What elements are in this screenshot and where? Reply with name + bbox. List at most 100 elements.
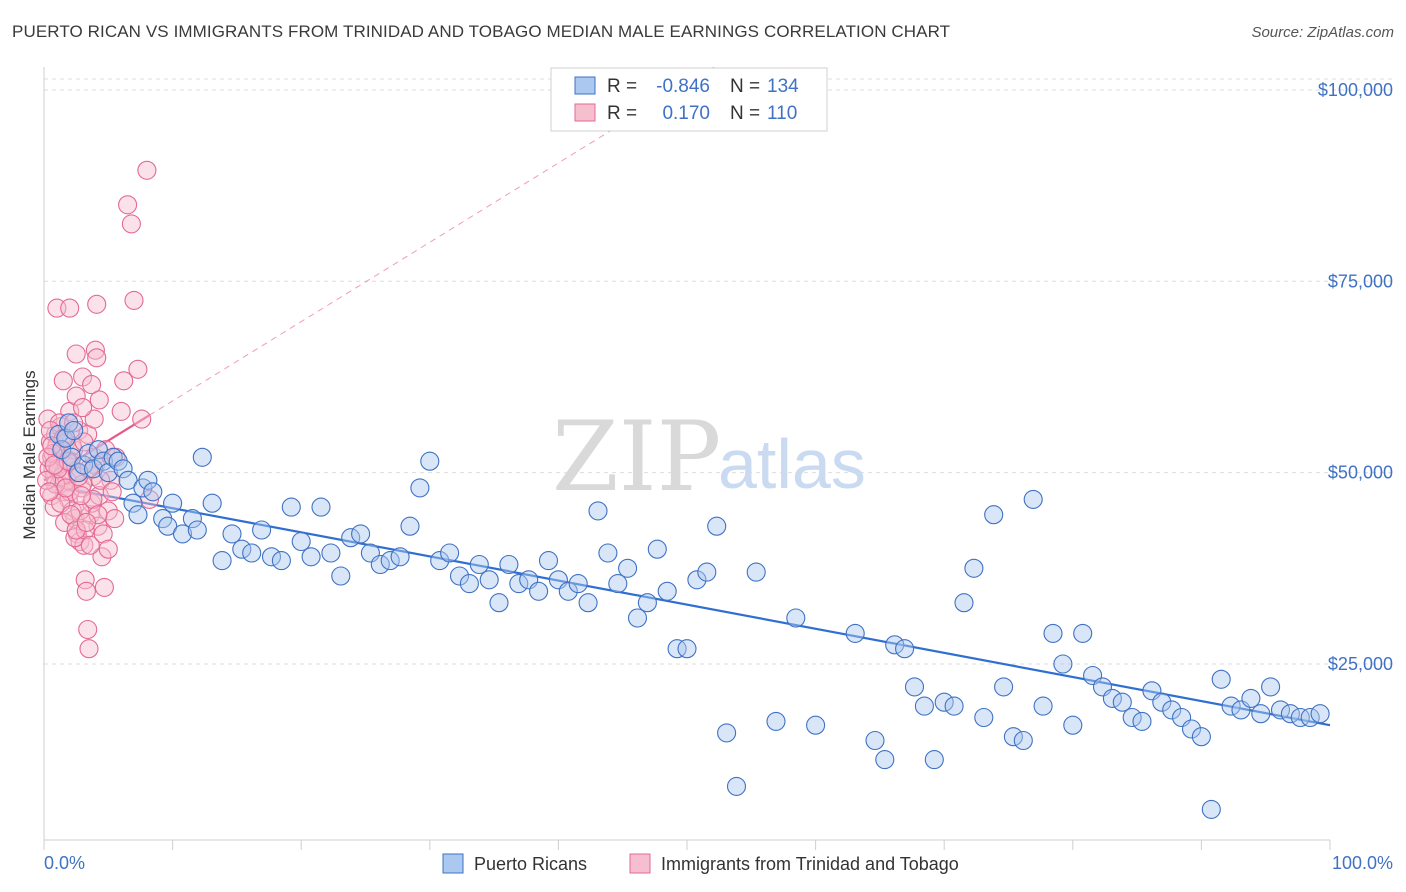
point-blue-126 (1241, 688, 1261, 708)
point-blue-10 (88, 440, 108, 460)
point-blue-133 (1310, 704, 1330, 724)
point-blue-91 (895, 639, 915, 659)
legend-n-value-2: 110 (767, 103, 797, 124)
point-blue-78 (687, 570, 707, 590)
point-blue-1 (52, 440, 72, 460)
point-blue-38 (291, 531, 311, 552)
point-blue-127 (1251, 704, 1271, 724)
point-blue-85 (786, 608, 806, 628)
point-blue-93 (914, 696, 934, 716)
point-blue-32 (232, 539, 252, 559)
point-blue-98 (964, 558, 984, 578)
point-blue-103 (1013, 730, 1033, 751)
point-pink-71 (83, 489, 103, 509)
trend-line-blue (43, 483, 1331, 727)
point-pink-99 (89, 390, 109, 410)
point-pink-98 (87, 348, 107, 368)
point-pink-107 (39, 482, 59, 502)
point-blue-118 (1162, 700, 1182, 720)
point-blue-130 (1280, 704, 1300, 724)
point-blue-46 (370, 554, 390, 575)
point-blue-108 (1063, 715, 1083, 735)
point-blue-23 (158, 516, 178, 536)
point-blue-69 (598, 543, 618, 563)
point-blue-31 (222, 524, 242, 544)
point-blue-83 (746, 562, 766, 582)
points-layer (37, 160, 1330, 819)
point-pink-37 (87, 294, 107, 314)
point-blue-88 (865, 730, 885, 751)
chart-title: PUERTO RICAN VS IMMIGRANTS FROM TRINIDAD… (12, 22, 951, 41)
point-blue-104 (1023, 489, 1043, 509)
bottom-legend: Puerto Ricans Immigrants from Trinidad a… (442, 853, 959, 874)
point-blue-56 (469, 554, 489, 575)
point-blue-99 (974, 707, 994, 728)
point-blue-80 (707, 516, 727, 536)
point-blue-58 (489, 593, 509, 613)
point-blue-90 (885, 635, 905, 655)
point-blue-121 (1191, 727, 1211, 747)
point-blue-122 (1201, 799, 1221, 819)
y-tick-label-2: $75,000 (1328, 271, 1393, 291)
point-pink-73 (88, 505, 108, 525)
point-blue-2 (56, 428, 76, 448)
point-blue-82 (726, 776, 747, 796)
point-pink-44 (105, 509, 125, 529)
point-pink-52 (137, 160, 157, 180)
point-pink-48 (121, 214, 141, 234)
point-blue-79 (697, 562, 717, 582)
point-blue-97 (954, 593, 974, 613)
point-pink-21 (66, 386, 86, 406)
point-blue-131 (1290, 707, 1310, 728)
point-blue-112 (1102, 688, 1122, 708)
point-blue-71 (618, 558, 638, 578)
point-blue-113 (1112, 692, 1132, 712)
point-blue-39 (301, 547, 321, 567)
point-blue-41 (321, 543, 341, 563)
point-blue-100 (984, 505, 1004, 525)
bottom-legend-swatch-pink (629, 853, 651, 874)
point-blue-77 (677, 639, 697, 659)
point-blue-44 (351, 524, 371, 544)
point-pink-30 (78, 619, 98, 640)
point-pink-36 (85, 340, 105, 360)
point-blue-28 (192, 447, 212, 467)
point-blue-9 (83, 459, 104, 479)
point-blue-52 (430, 551, 450, 571)
point-blue-67 (578, 593, 598, 613)
legend-swatch-pink (574, 103, 596, 122)
point-blue-20 (138, 470, 158, 490)
point-blue-59 (499, 554, 519, 575)
point-pink-70 (80, 535, 100, 555)
grid-layer (44, 78, 1393, 665)
point-blue-129 (1270, 700, 1291, 720)
point-blue-70 (608, 574, 628, 594)
point-blue-55 (459, 574, 479, 594)
legend-r-label-2: R = (607, 103, 637, 124)
point-blue-21 (143, 482, 163, 502)
point-pink-89 (64, 413, 84, 433)
point-pink-90 (66, 520, 86, 540)
point-blue-65 (558, 581, 578, 601)
point-blue-76 (667, 639, 687, 659)
point-blue-74 (647, 539, 667, 559)
legend-n-value-1: 134 (767, 76, 799, 97)
point-pink-102 (53, 371, 73, 391)
watermark-atlas: atlas (718, 425, 866, 503)
point-blue-42 (331, 566, 351, 586)
point-blue-115 (1132, 711, 1152, 731)
point-blue-25 (172, 524, 193, 544)
point-pink-105 (37, 470, 57, 490)
point-blue-68 (588, 501, 608, 521)
point-blue-16 (118, 470, 138, 490)
point-blue-11 (93, 451, 113, 471)
point-blue-57 (479, 570, 499, 590)
point-blue-89 (875, 750, 895, 770)
point-blue-24 (163, 493, 183, 513)
legend-swatch-blue (574, 76, 596, 95)
point-blue-96 (944, 696, 964, 716)
point-pink-49 (124, 290, 144, 310)
bottom-legend-label-pink: Immigrants from Trinidad and Tobago (661, 854, 959, 874)
point-pink-24 (70, 531, 90, 552)
